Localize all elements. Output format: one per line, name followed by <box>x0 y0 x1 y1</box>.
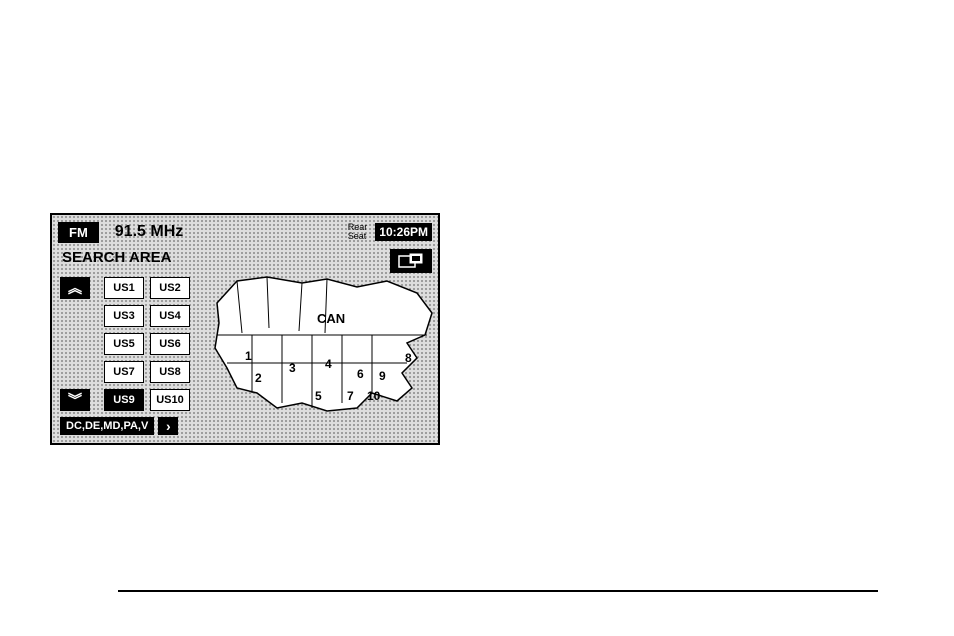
states-list: DC,DE,MD,PA,V <box>60 417 154 435</box>
region-button-us6[interactable]: US6 <box>150 333 190 355</box>
scroll-up-button[interactable]: ︽ <box>60 277 90 299</box>
radio-preset-icon-button[interactable] <box>390 249 432 273</box>
region-button-us10[interactable]: US10 <box>150 389 190 411</box>
rear-seat-line2: Seat <box>348 232 368 241</box>
north-america-map: CAN 1 2 3 4 5 6 7 8 9 10 <box>207 273 437 418</box>
region-button-us1[interactable]: US1 <box>104 277 144 299</box>
region-button-us4[interactable]: US4 <box>150 305 190 327</box>
chevron-double-up-icon: ︽ <box>68 278 82 298</box>
chevron-double-down-icon: ︾ <box>68 390 82 410</box>
map-region-2: 2 <box>255 371 262 385</box>
section-title: SEARCH AREA <box>62 249 171 266</box>
map-country-label: CAN <box>317 311 345 326</box>
map-region-10: 10 <box>367 389 380 403</box>
region-button-us8[interactable]: US8 <box>150 361 190 383</box>
map-region-9: 9 <box>379 369 386 383</box>
states-bar: DC,DE,MD,PA,V › <box>60 417 178 435</box>
radio-icon <box>398 253 424 269</box>
map-region-1: 1 <box>245 349 252 363</box>
rear-seat-indicator: Rear Seat <box>348 223 368 241</box>
map-region-6: 6 <box>357 367 364 381</box>
region-button-us3[interactable]: US3 <box>104 305 144 327</box>
map-region-4: 4 <box>325 357 332 371</box>
map-svg <box>207 273 437 418</box>
map-region-7: 7 <box>347 389 354 403</box>
map-region-8: 8 <box>405 351 412 365</box>
radio-search-area-panel: FM 91.5 MHz Rear Seat 10:26PM SEARCH ARE… <box>50 213 440 445</box>
band-chip[interactable]: FM <box>58 222 99 243</box>
region-button-us9[interactable]: US9 <box>104 389 144 411</box>
map-region-5: 5 <box>315 389 322 403</box>
scroll-down-button[interactable]: ︾ <box>60 389 90 411</box>
region-button-us5[interactable]: US5 <box>104 333 144 355</box>
region-button-us7[interactable]: US7 <box>104 361 144 383</box>
frequency-readout: 91.5 MHz <box>115 223 183 241</box>
region-button-us2[interactable]: US2 <box>150 277 190 299</box>
page-divider <box>118 590 878 592</box>
clock-readout: 10:26PM <box>375 223 432 241</box>
chevron-right-icon: › <box>166 418 171 434</box>
states-next-button[interactable]: › <box>158 417 178 435</box>
top-bar: FM 91.5 MHz Rear Seat 10:26PM <box>58 221 432 243</box>
map-region-3: 3 <box>289 361 296 375</box>
region-grid: US1 US2 US3 US4 US5 US6 US7 US8 US9 US10 <box>104 277 190 411</box>
